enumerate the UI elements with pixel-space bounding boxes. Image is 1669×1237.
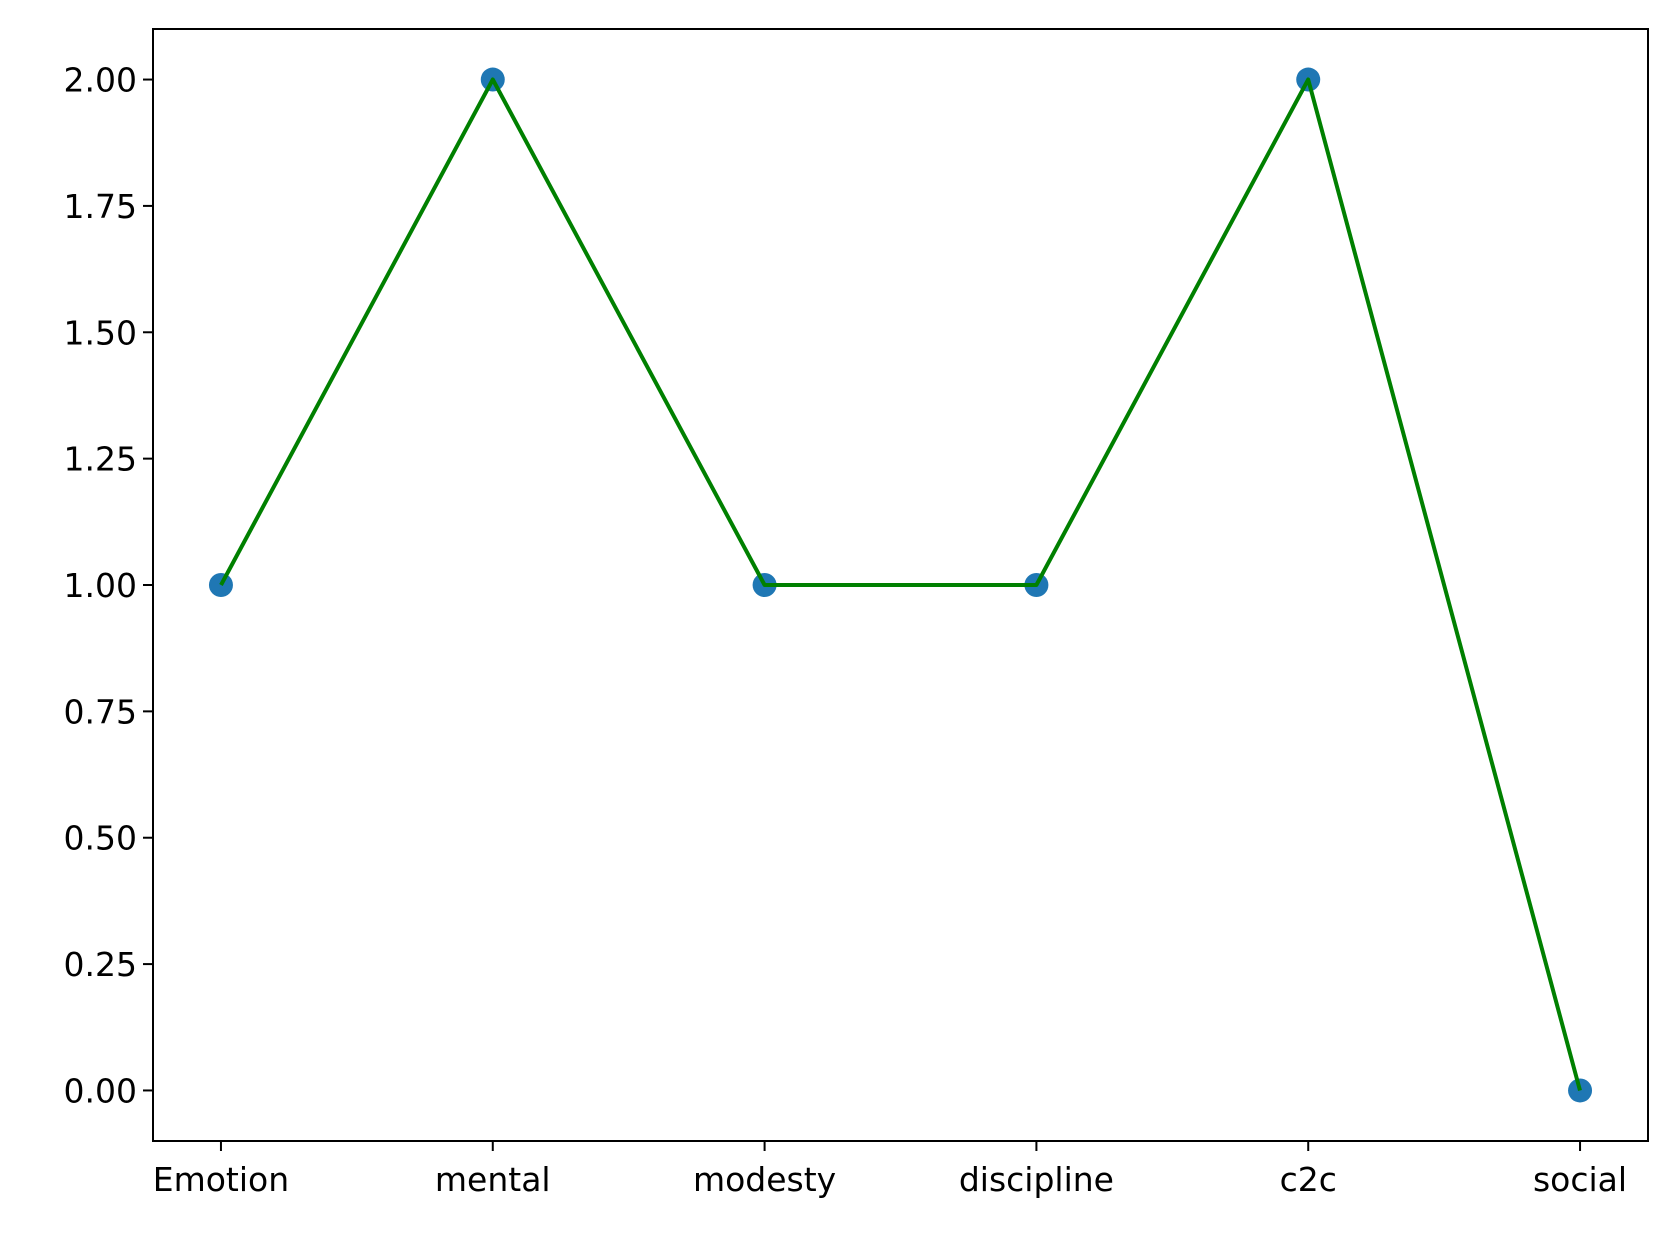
x-tick-label: Emotion	[153, 1160, 289, 1199]
x-tick-label: mental	[435, 1160, 551, 1199]
x-tick-label: modesty	[693, 1160, 836, 1199]
y-tick-label: 1.75	[64, 187, 137, 226]
y-tick-label: 2.00	[64, 61, 137, 100]
y-axis: 0.00 0.25 0.50 0.75 1.00 1.25 1.50 1.75 2.00	[64, 61, 153, 1110]
x-tick-label: discipline	[959, 1160, 1114, 1199]
y-tick-label: 1.00	[64, 566, 137, 605]
series-line	[219, 77, 1582, 1092]
x-tick-label: social	[1533, 1160, 1627, 1199]
y-tick-label: 1.50	[64, 313, 137, 352]
plot-area	[208, 67, 1593, 1103]
y-tick-label: 0.75	[64, 692, 137, 731]
y-tick-label: 0.25	[64, 945, 137, 984]
x-axis: Emotion mental modesty discipline c2c social	[153, 1141, 1627, 1199]
y-tick-label: 0.00	[64, 1071, 137, 1110]
y-tick-label: 0.50	[64, 819, 137, 858]
x-tick-label: c2c	[1280, 1160, 1337, 1199]
y-tick-label: 1.25	[64, 440, 137, 479]
data-point	[208, 573, 233, 597]
